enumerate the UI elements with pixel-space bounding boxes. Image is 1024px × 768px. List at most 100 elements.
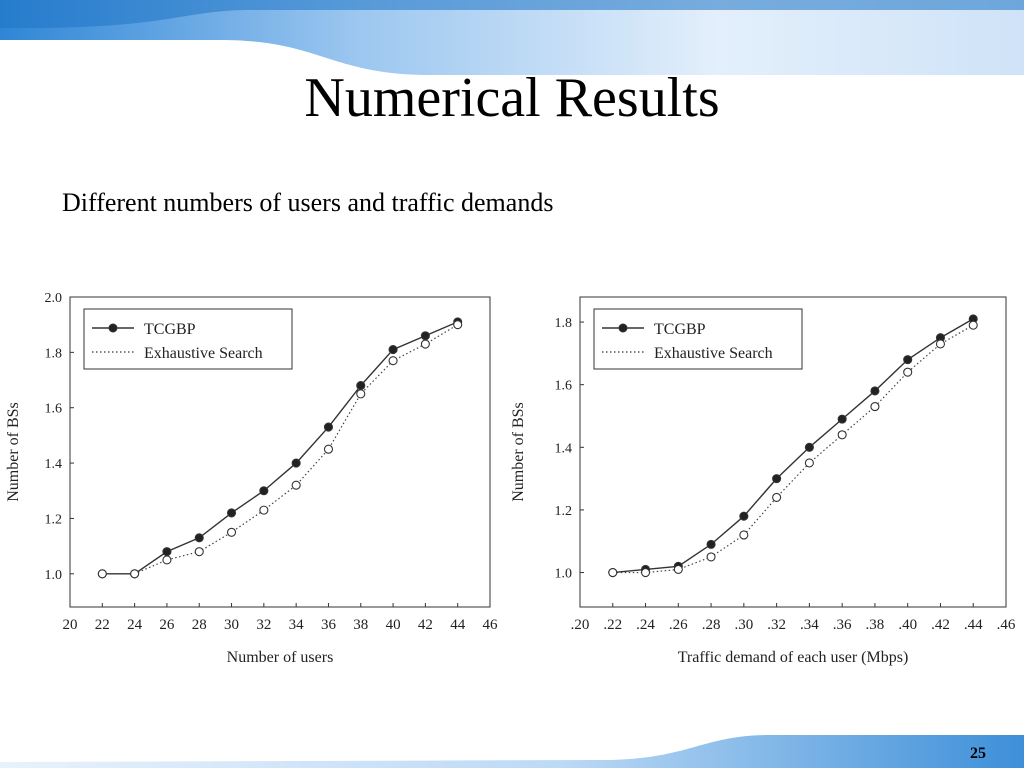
x-tick-label: 22 xyxy=(95,617,110,633)
legend-label-1: TCGBP xyxy=(144,321,196,338)
data-point-tcgbp xyxy=(420,331,430,341)
y-tick-label: 1.6 xyxy=(45,402,63,417)
x-tick-label: 28 xyxy=(192,617,207,633)
x-tick-label: .38 xyxy=(866,617,885,633)
x-tick-label: 30 xyxy=(224,617,239,633)
data-point-exhaustive xyxy=(935,339,946,349)
series-line-2 xyxy=(612,324,974,574)
y-tick-label: 1.8 xyxy=(555,316,573,331)
data-point-tcgbp xyxy=(837,414,847,424)
legend-marker-tcgbp xyxy=(108,323,118,333)
y-axis-label: Number of BSs xyxy=(510,402,527,502)
data-point-exhaustive xyxy=(608,568,618,578)
x-tick-label: .28 xyxy=(702,617,721,633)
data-point-exhaustive xyxy=(97,569,107,579)
data-point-tcgbp xyxy=(226,508,237,518)
data-point-exhaustive xyxy=(226,527,237,537)
data-point-tcgbp xyxy=(903,355,913,365)
x-tick-label: .32 xyxy=(767,617,786,633)
data-point-exhaustive xyxy=(259,505,269,515)
data-point-exhaustive xyxy=(739,530,749,540)
x-tick-label: 44 xyxy=(450,617,466,633)
legend-label-2: Exhaustive Search xyxy=(144,345,263,362)
data-point-exhaustive xyxy=(968,320,978,330)
data-point-tcgbp xyxy=(388,345,398,355)
y-tick-label: 1.2 xyxy=(45,512,63,527)
x-tick-label: 32 xyxy=(256,617,271,633)
x-tick-label: .36 xyxy=(833,617,852,633)
data-point-exhaustive xyxy=(453,320,463,330)
series-line-1 xyxy=(612,318,974,574)
x-tick-label: .26 xyxy=(669,617,688,633)
data-point-exhaustive xyxy=(162,555,172,565)
top-banner xyxy=(0,0,1024,75)
data-point-tcgbp xyxy=(772,474,782,484)
x-tick-label: .22 xyxy=(603,617,622,633)
x-tick-label: 46 xyxy=(483,617,499,633)
x-tick-label: 42 xyxy=(418,617,433,633)
plot-frame xyxy=(579,296,1007,608)
legend-box xyxy=(83,308,293,370)
data-point-exhaustive xyxy=(194,547,204,557)
x-tick-label: .34 xyxy=(800,617,819,633)
x-tick-label: 20 xyxy=(63,617,78,633)
y-tick-label: 1.0 xyxy=(555,567,573,582)
legend-box xyxy=(593,308,803,370)
x-tick-label: 26 xyxy=(159,617,175,633)
x-tick-label: 34 xyxy=(289,617,305,633)
y-tick-label: 2.0 xyxy=(45,291,63,306)
x-tick-label: .46 xyxy=(997,617,1016,633)
x-tick-label: .30 xyxy=(734,617,753,633)
bottom-banner xyxy=(0,735,1024,768)
data-point-tcgbp xyxy=(804,442,814,452)
x-tick-label: .20 xyxy=(571,617,590,633)
x-tick-label: .44 xyxy=(964,617,983,633)
y-axis-label: Number of BSs xyxy=(5,402,22,502)
data-point-tcgbp xyxy=(291,458,301,468)
y-tick-label: 1.2 xyxy=(555,504,573,519)
data-point-exhaustive xyxy=(837,430,847,440)
chart-users: 1.0 1.2 1.4 1.6 1.8 2.0 20 22 24 26 28 30 32 34 36 38 40… xyxy=(0,280,500,680)
data-point-exhaustive xyxy=(388,356,398,366)
x-tick-label: 40 xyxy=(386,617,401,633)
data-point-exhaustive xyxy=(130,569,140,579)
slide-title: Numerical Results xyxy=(304,67,720,129)
y-tick-label: 1.8 xyxy=(45,346,63,361)
legend-label-1: TCGBP xyxy=(654,321,706,338)
data-point-tcgbp xyxy=(870,386,880,396)
x-tick-label: 24 xyxy=(127,617,143,633)
x-axis-label: Number of users xyxy=(227,649,334,666)
data-point-exhaustive xyxy=(772,492,782,502)
x-tick-label: .40 xyxy=(898,617,917,633)
slide-subtitle: Different numbers of users and traffic d… xyxy=(62,188,554,217)
page-number: 25 xyxy=(970,745,986,762)
data-point-tcgbp xyxy=(259,486,269,496)
data-point-exhaustive xyxy=(356,389,366,399)
x-tick-label: 36 xyxy=(321,617,337,633)
data-point-exhaustive xyxy=(804,458,814,468)
y-tick-label: 1.4 xyxy=(555,441,573,456)
data-point-exhaustive xyxy=(420,339,430,349)
data-point-tcgbp xyxy=(356,381,366,391)
x-tick-label: .24 xyxy=(636,617,655,633)
data-point-exhaustive xyxy=(673,564,683,574)
data-point-tcgbp xyxy=(739,511,749,521)
data-point-exhaustive xyxy=(323,444,334,454)
series-line-1 xyxy=(102,321,458,575)
y-tick-label: 1.6 xyxy=(555,379,573,394)
data-point-tcgbp xyxy=(194,533,204,543)
data-point-exhaustive xyxy=(903,367,913,377)
x-tick-label: 38 xyxy=(353,617,368,633)
y-tick-label: 1.0 xyxy=(45,568,63,583)
legend-marker-tcgbp xyxy=(618,323,628,333)
data-point-exhaustive xyxy=(291,480,301,490)
data-point-tcgbp xyxy=(162,547,172,557)
data-point-exhaustive xyxy=(706,552,716,562)
x-tick-label: .42 xyxy=(931,617,950,633)
data-point-tcgbp xyxy=(706,539,716,549)
chart-traffic-demand: 1.0 1.2 1.4 1.6 1.8 .20 .22 .24 .26 .28 .30 .32 .34.… xyxy=(505,280,1024,680)
data-point-exhaustive xyxy=(640,568,651,578)
data-point-exhaustive xyxy=(870,402,880,412)
data-point-tcgbp xyxy=(323,422,334,432)
plot-frame xyxy=(69,296,491,608)
